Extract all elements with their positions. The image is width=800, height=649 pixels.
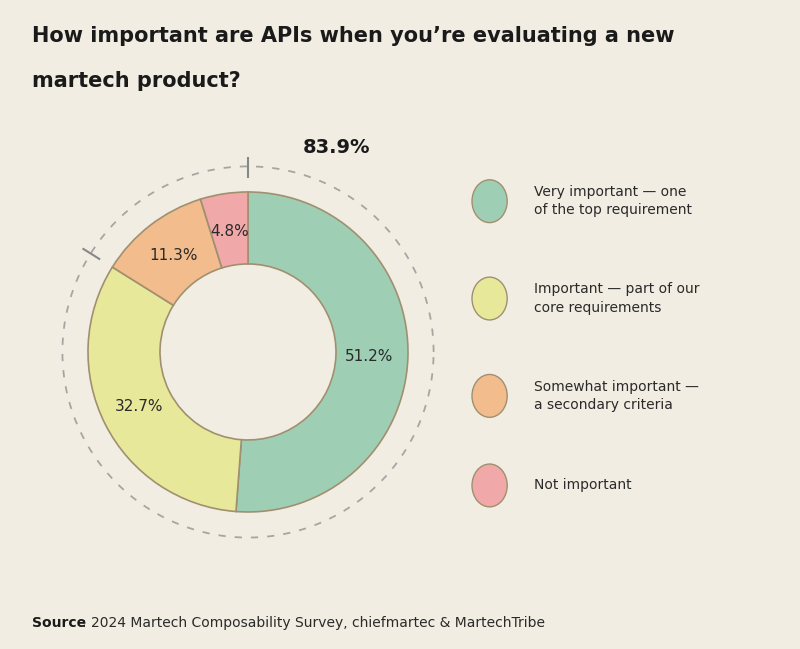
Text: Very important — one
of the top requirement: Very important — one of the top requirem…	[534, 185, 692, 217]
Text: 83.9%: 83.9%	[302, 138, 370, 156]
Circle shape	[472, 464, 507, 507]
Text: Somewhat important —
a secondary criteria: Somewhat important — a secondary criteri…	[534, 380, 699, 412]
Circle shape	[472, 180, 507, 223]
Text: 4.8%: 4.8%	[210, 225, 249, 239]
Wedge shape	[201, 192, 248, 268]
Text: 11.3%: 11.3%	[150, 248, 198, 263]
Text: Not important: Not important	[534, 478, 632, 493]
Text: martech product?: martech product?	[32, 71, 241, 92]
Text: How important are APIs when you’re evaluating a new: How important are APIs when you’re evalu…	[32, 26, 674, 46]
Text: Source: Source	[32, 615, 86, 630]
Text: : 2024 Martech Composability Survey, chiefmartec & MartechTribe: : 2024 Martech Composability Survey, chi…	[82, 615, 545, 630]
Wedge shape	[236, 192, 408, 512]
Wedge shape	[88, 267, 242, 511]
Text: 51.2%: 51.2%	[346, 349, 394, 364]
Circle shape	[472, 277, 507, 320]
Wedge shape	[112, 199, 222, 305]
Text: Important — part of our
core requirements: Important — part of our core requirement…	[534, 282, 700, 315]
Text: 32.7%: 32.7%	[115, 399, 164, 414]
Circle shape	[472, 374, 507, 417]
